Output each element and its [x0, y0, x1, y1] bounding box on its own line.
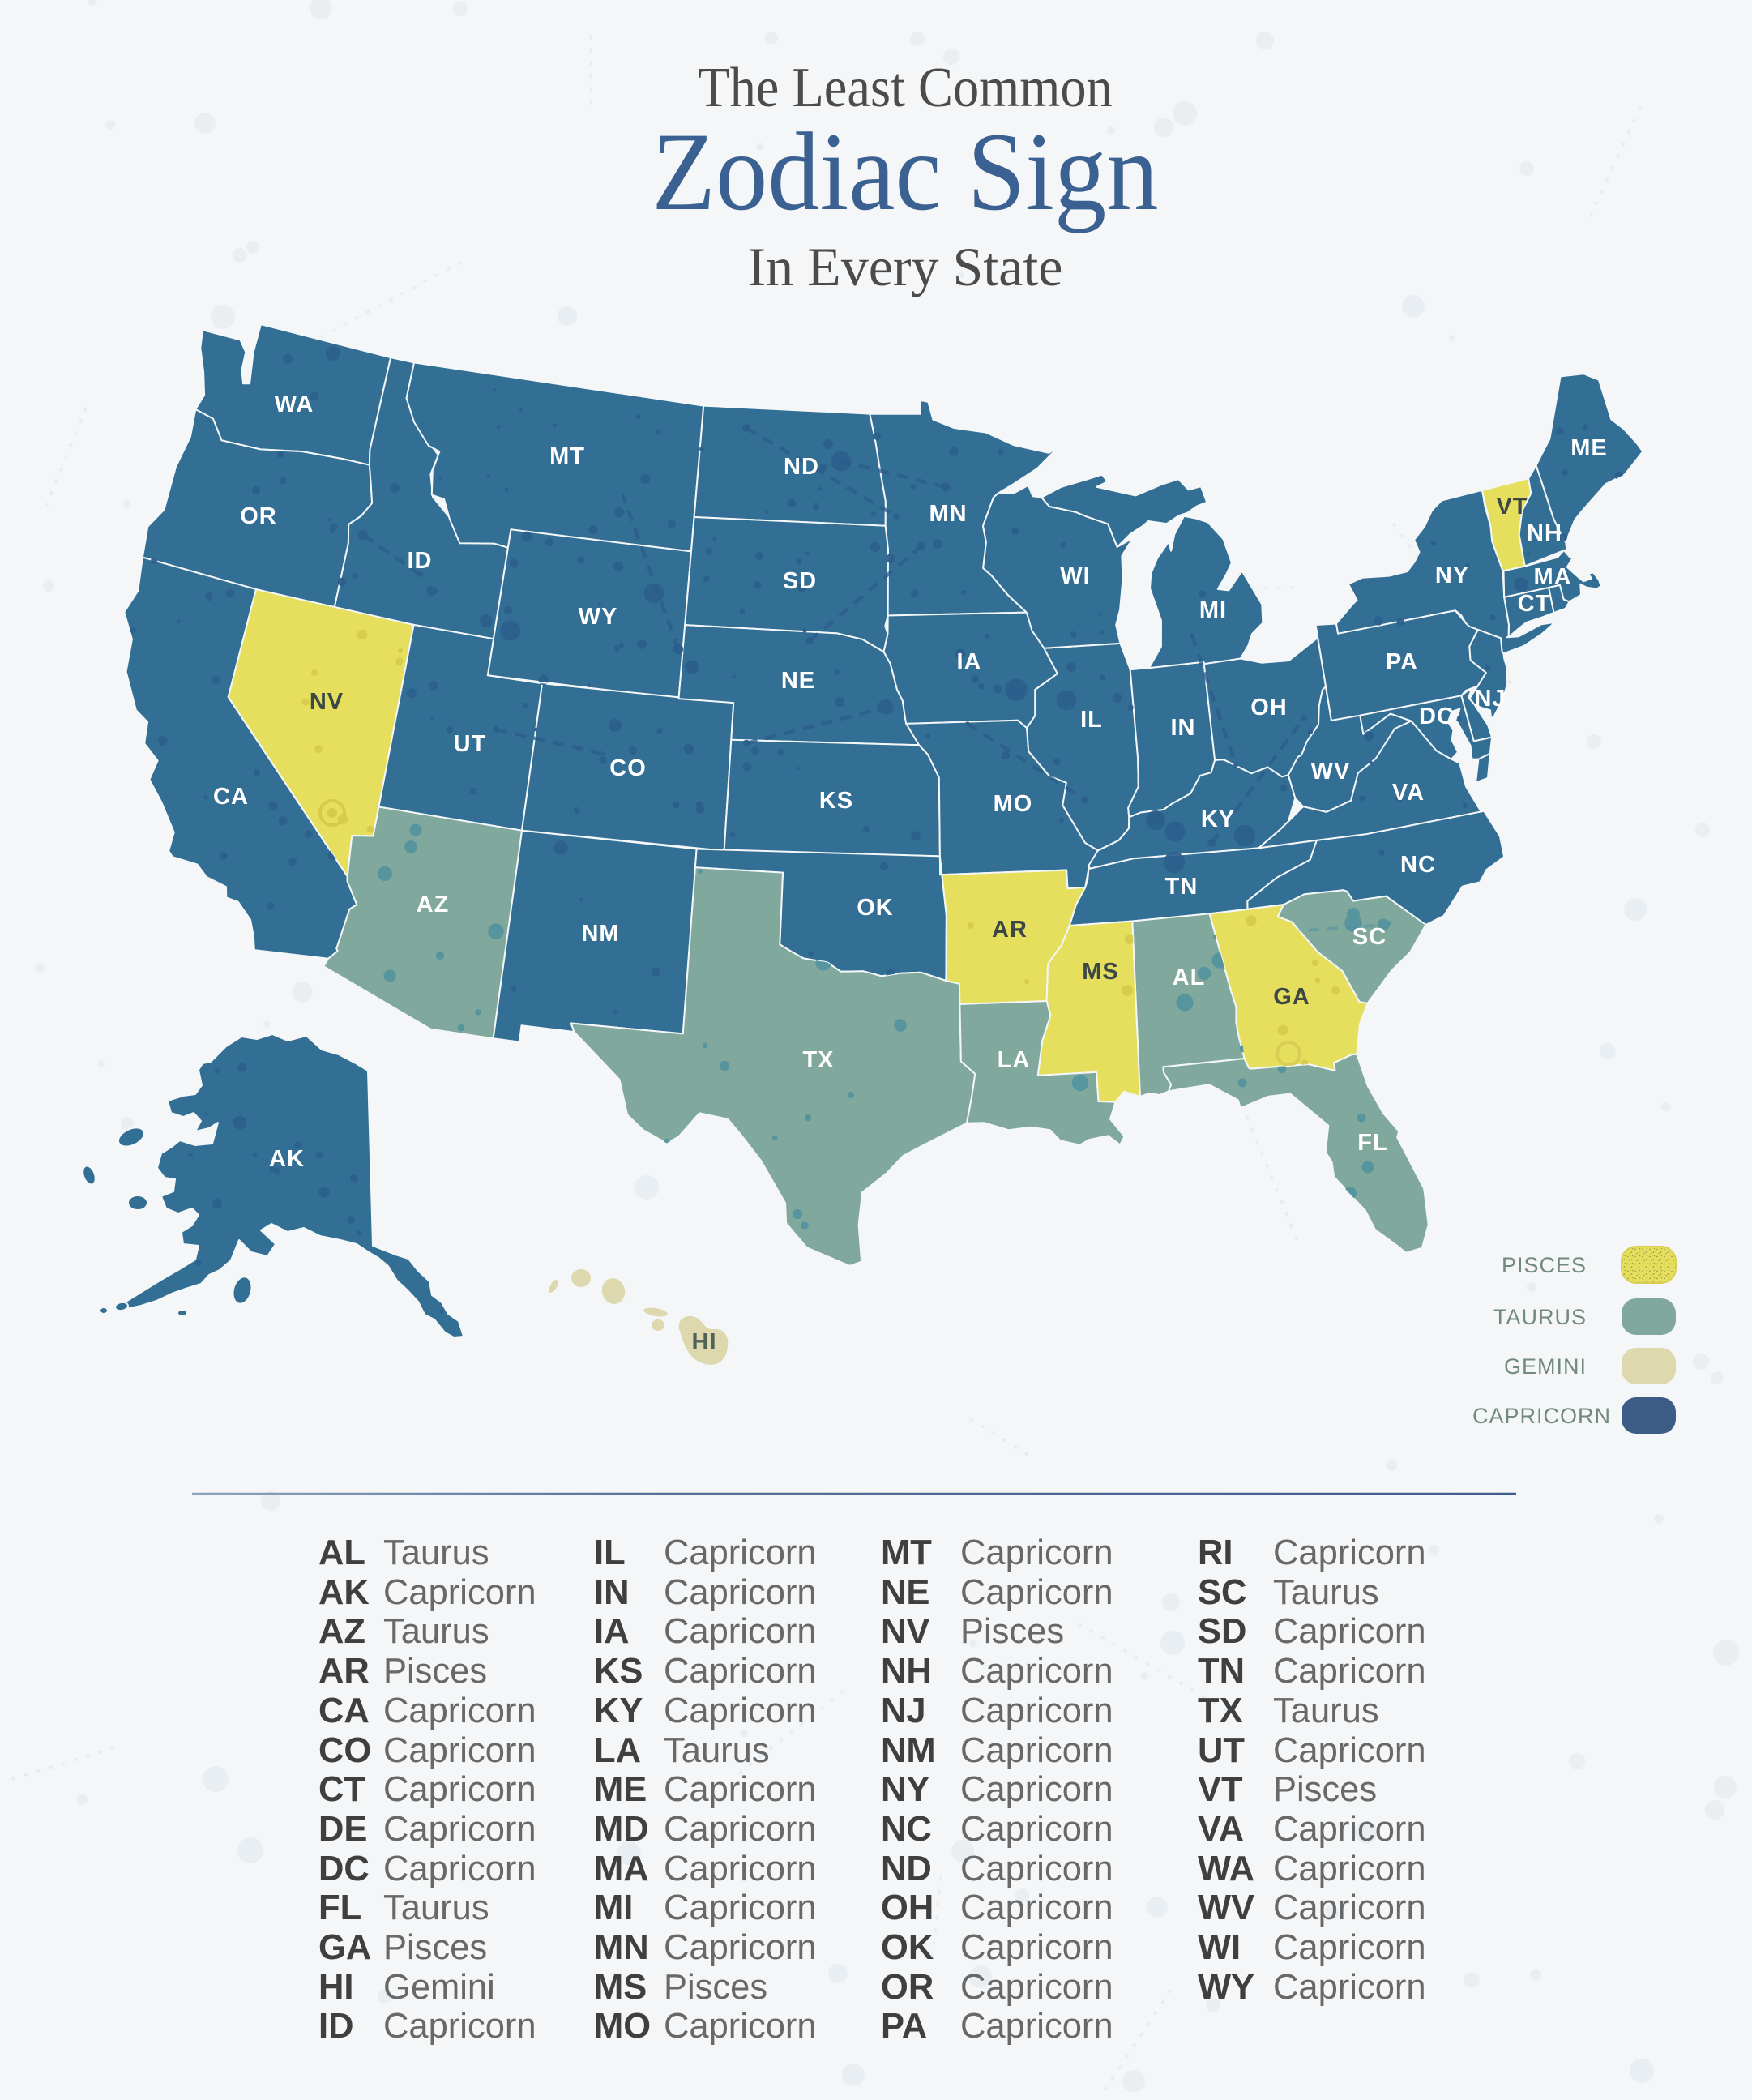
svg-text:UT: UT — [454, 731, 487, 757]
svg-text:NY: NY — [1435, 562, 1469, 588]
svg-text:IN: IN — [1171, 715, 1196, 741]
svg-text:AK: AK — [269, 1146, 305, 1172]
svg-text:HI: HI — [692, 1329, 717, 1355]
svg-text:GA: GA — [1273, 984, 1310, 1010]
svg-text:NV: NV — [310, 689, 344, 715]
svg-text:NE: NE — [781, 668, 815, 694]
svg-text:SD: SD — [783, 568, 817, 594]
svg-text:NH: NH — [1527, 520, 1562, 546]
svg-text:AL: AL — [1173, 964, 1206, 990]
svg-text:TN: TN — [1165, 874, 1199, 900]
svg-text:ID: ID — [408, 548, 433, 574]
svg-text:KY: KY — [1201, 806, 1235, 832]
svg-text:TX: TX — [802, 1047, 834, 1073]
svg-text:NM: NM — [581, 921, 619, 947]
svg-text:MN: MN — [929, 501, 967, 527]
svg-text:WA: WA — [275, 391, 314, 417]
svg-text:CA: CA — [213, 784, 249, 810]
svg-text:IL: IL — [1080, 707, 1103, 733]
svg-text:NC: NC — [1400, 852, 1436, 878]
svg-text:DC: DC — [1419, 704, 1455, 729]
svg-text:ND: ND — [784, 454, 819, 480]
svg-text:FL: FL — [1357, 1130, 1387, 1156]
svg-text:CO: CO — [609, 755, 647, 781]
svg-text:PA: PA — [1386, 649, 1418, 675]
svg-text:ME: ME — [1570, 435, 1608, 461]
svg-text:WY: WY — [579, 604, 618, 630]
svg-text:LA: LA — [998, 1047, 1031, 1073]
svg-text:VT: VT — [1496, 494, 1528, 520]
svg-text:OH: OH — [1250, 695, 1288, 721]
svg-text:VA: VA — [1392, 780, 1425, 806]
svg-text:OK: OK — [857, 895, 894, 921]
svg-text:SC: SC — [1352, 924, 1387, 950]
svg-text:MS: MS — [1082, 959, 1119, 985]
svg-text:CT: CT — [1518, 591, 1551, 617]
svg-text:AZ: AZ — [417, 892, 450, 917]
svg-text:KS: KS — [819, 788, 853, 814]
svg-text:WV: WV — [1311, 759, 1351, 785]
svg-text:AR: AR — [992, 917, 1028, 943]
svg-text:IA: IA — [957, 649, 982, 675]
svg-text:GEMINI: GEMINI — [1504, 1354, 1587, 1379]
svg-text:MT: MT — [549, 443, 585, 469]
svg-text:OR: OR — [240, 503, 277, 529]
svg-text:CAPRICORN: CAPRICORN — [1472, 1404, 1611, 1428]
svg-text:WI: WI — [1060, 563, 1090, 589]
svg-text:MO: MO — [994, 791, 1033, 817]
svg-text:NJ: NJ — [1474, 686, 1506, 712]
svg-text:MI: MI — [1199, 597, 1227, 623]
svg-text:MA: MA — [1533, 564, 1571, 590]
svg-text:TAURUS: TAURUS — [1493, 1305, 1587, 1329]
svg-text:PISCES: PISCES — [1502, 1253, 1587, 1277]
